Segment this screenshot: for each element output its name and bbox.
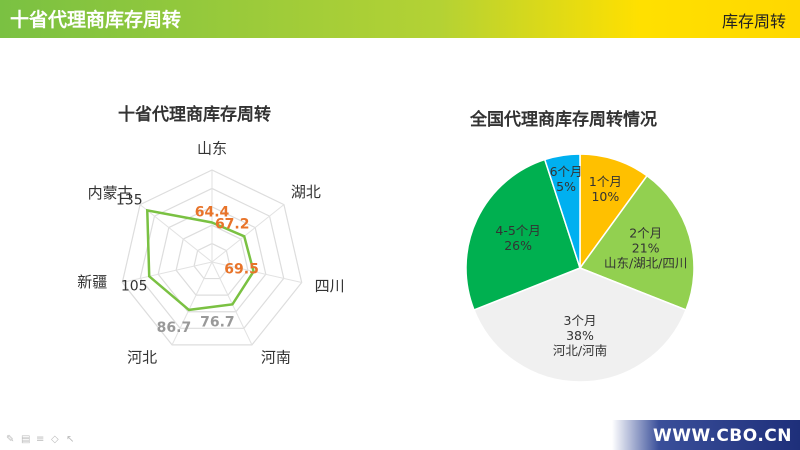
radar-series-line bbox=[145, 208, 255, 312]
radar-value-label: 69.5 bbox=[224, 261, 259, 277]
pie-slice bbox=[578, 174, 695, 311]
radar-grid-ring bbox=[121, 169, 303, 346]
radar-axis-label: 新疆 bbox=[77, 273, 107, 291]
pie-slice-label: 山东/湖北/四川 bbox=[604, 255, 687, 270]
eraser-icon[interactable]: ◇ bbox=[51, 434, 59, 445]
radar-axis-label: 山东 bbox=[197, 140, 227, 158]
pie-slice-label: 6个月 bbox=[550, 164, 583, 179]
radar-axis-label: 四川 bbox=[315, 277, 345, 295]
radar-grid-ring bbox=[175, 224, 249, 296]
slides-icon[interactable]: ▤ bbox=[21, 434, 31, 445]
radar-grid-ring bbox=[193, 242, 231, 280]
pie-chart-title: 全国代理商库存周转情况 bbox=[470, 110, 657, 130]
pie-slice-label: 38% bbox=[566, 328, 594, 343]
radar-grid-ring bbox=[157, 206, 267, 313]
pie-slice-label: 3个月 bbox=[564, 313, 597, 328]
header-bar bbox=[0, 0, 800, 38]
pie-slice-label: 河北/河南 bbox=[553, 343, 607, 358]
menu-icon[interactable]: ≡ bbox=[36, 434, 45, 445]
radar-spoke bbox=[211, 261, 302, 283]
radar-spoke bbox=[139, 204, 213, 263]
section-label: 库存周转 bbox=[721, 12, 786, 31]
radar-spoke bbox=[122, 261, 213, 283]
radar-axis-label: 内蒙古 bbox=[88, 184, 133, 202]
pie-slice-label: 21% bbox=[632, 240, 660, 255]
pie-slice-label: 1个月 bbox=[589, 174, 622, 189]
footer-url[interactable]: WWW.CBO.CN bbox=[653, 426, 792, 446]
pie-slice bbox=[543, 153, 581, 269]
pie-slice-label: 26% bbox=[504, 238, 532, 253]
radar-value-label: 64.4 bbox=[195, 205, 230, 221]
slide-tools: ✎ ▤ ≡ ◇ ↖ bbox=[6, 435, 76, 445]
pointer-icon[interactable]: ↖ bbox=[66, 434, 75, 445]
pie-slice-label: 10% bbox=[591, 189, 619, 204]
radar-axis-label: 河南 bbox=[261, 348, 291, 366]
radar-grid-ring bbox=[139, 187, 285, 329]
radar-spoke bbox=[211, 204, 285, 263]
pie-slice-label: 2个月 bbox=[629, 225, 662, 240]
radar-value-label: 76.7 bbox=[200, 314, 235, 330]
pen-icon[interactable]: ✎ bbox=[6, 434, 15, 445]
pie-slice-label: 4-5个月 bbox=[495, 223, 540, 238]
pie-slice bbox=[473, 267, 687, 383]
pie-slice bbox=[465, 158, 581, 311]
radar-spoke bbox=[171, 261, 213, 346]
radar-axis-label: 湖北 bbox=[291, 183, 321, 201]
radar-axis-label: 河北 bbox=[127, 348, 157, 366]
radar-value-label: 105 bbox=[121, 278, 148, 294]
radar-value-label: 135 bbox=[116, 192, 143, 208]
radar-value-label: 86.7 bbox=[157, 320, 192, 336]
radar-chart-title: 十省代理商库存周转 bbox=[118, 105, 271, 125]
pie-slice-label: 5% bbox=[556, 179, 576, 194]
page-title: 十省代理商库存周转 bbox=[10, 9, 182, 31]
pie-slice bbox=[579, 153, 649, 271]
radar-value-label: 67.2 bbox=[215, 216, 250, 232]
